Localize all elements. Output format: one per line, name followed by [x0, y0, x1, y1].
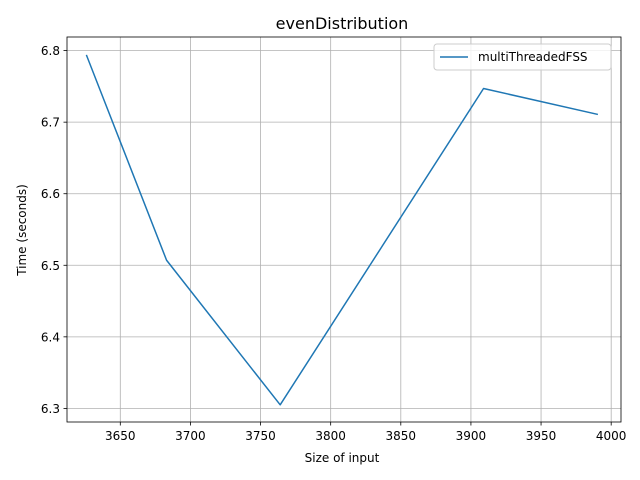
legend: multiThreadedFSS — [433, 43, 612, 71]
x-axis-ticks: 3650 3700 3750 3800 3850 3900 3950 4000 — [105, 422, 626, 443]
plot-frame — [66, 36, 622, 423]
x-tick-label: 3700 — [175, 429, 206, 443]
y-axis-ticks: 6.3 6.4 6.5 6.6 6.7 6.8 — [41, 44, 67, 416]
x-tick-label: 3850 — [386, 429, 417, 443]
y-tick-label: 6.7 — [41, 116, 60, 130]
y-tick-label: 6.8 — [41, 44, 60, 58]
y-tick-label: 6.3 — [41, 402, 60, 416]
x-tick-label: 4000 — [596, 429, 627, 443]
y-tick-label: 6.5 — [41, 259, 60, 273]
y-tick-label: 6.6 — [41, 187, 60, 201]
y-axis-label: Time (seconds) — [15, 184, 29, 277]
x-tick-label: 3950 — [526, 429, 557, 443]
series-line-0 — [85, 54, 599, 406]
x-tick-label: 3650 — [105, 429, 136, 443]
legend-box — [433, 43, 612, 71]
y-tick-label: 6.4 — [41, 330, 60, 344]
x-tick-label: 3900 — [456, 429, 487, 443]
series-layer — [85, 54, 599, 406]
legend-label-multithreadedfss: multiThreadedFSS — [478, 50, 588, 64]
x-tick-label: 3800 — [315, 429, 346, 443]
x-tick-label: 3750 — [245, 429, 276, 443]
chart-title: evenDistribution — [276, 14, 409, 33]
x-axis-label: Size of input — [305, 451, 380, 465]
